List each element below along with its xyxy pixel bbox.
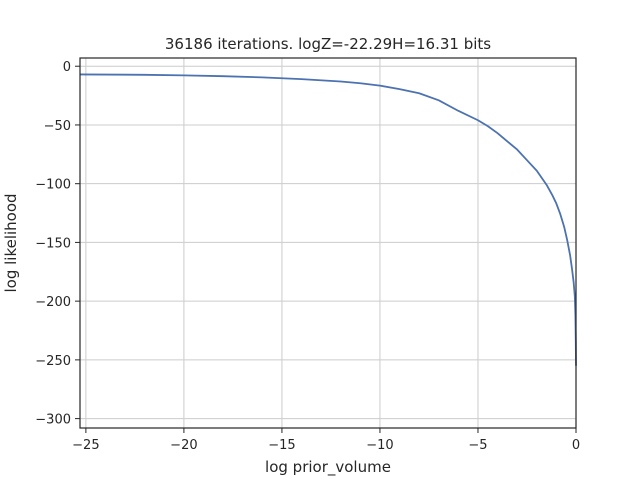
x-tick-label: −20 [170,438,197,453]
x-tick-label: 0 [572,438,580,453]
x-tick-label: −10 [366,438,393,453]
x-tick-label: −15 [268,438,295,453]
y-tick-label: −250 [35,354,71,369]
y-tick-label: −100 [35,178,71,193]
y-tick-label: −50 [44,119,71,134]
x-axis-label: log prior_volume [265,458,391,477]
series-group [79,73,577,366]
y-tick-label: −150 [35,236,71,251]
plot-frame [79,57,577,429]
y-tick-label: 0 [63,60,71,75]
x-tick-label: −25 [72,438,99,453]
y-tick-label: −200 [35,295,71,310]
x-tick-label: −5 [468,438,487,453]
y-tick-label: −300 [35,413,71,428]
grid [80,58,577,428]
series-line [79,73,577,366]
axis-ticks: −25 −20 −15 −10 −5 00−50−100−150−200−250−300 [35,60,580,453]
y-axis-label: log likelihood [2,193,20,292]
chart-title: 36186 iterations. logZ=-22.29H=16.31 bit… [165,35,491,53]
